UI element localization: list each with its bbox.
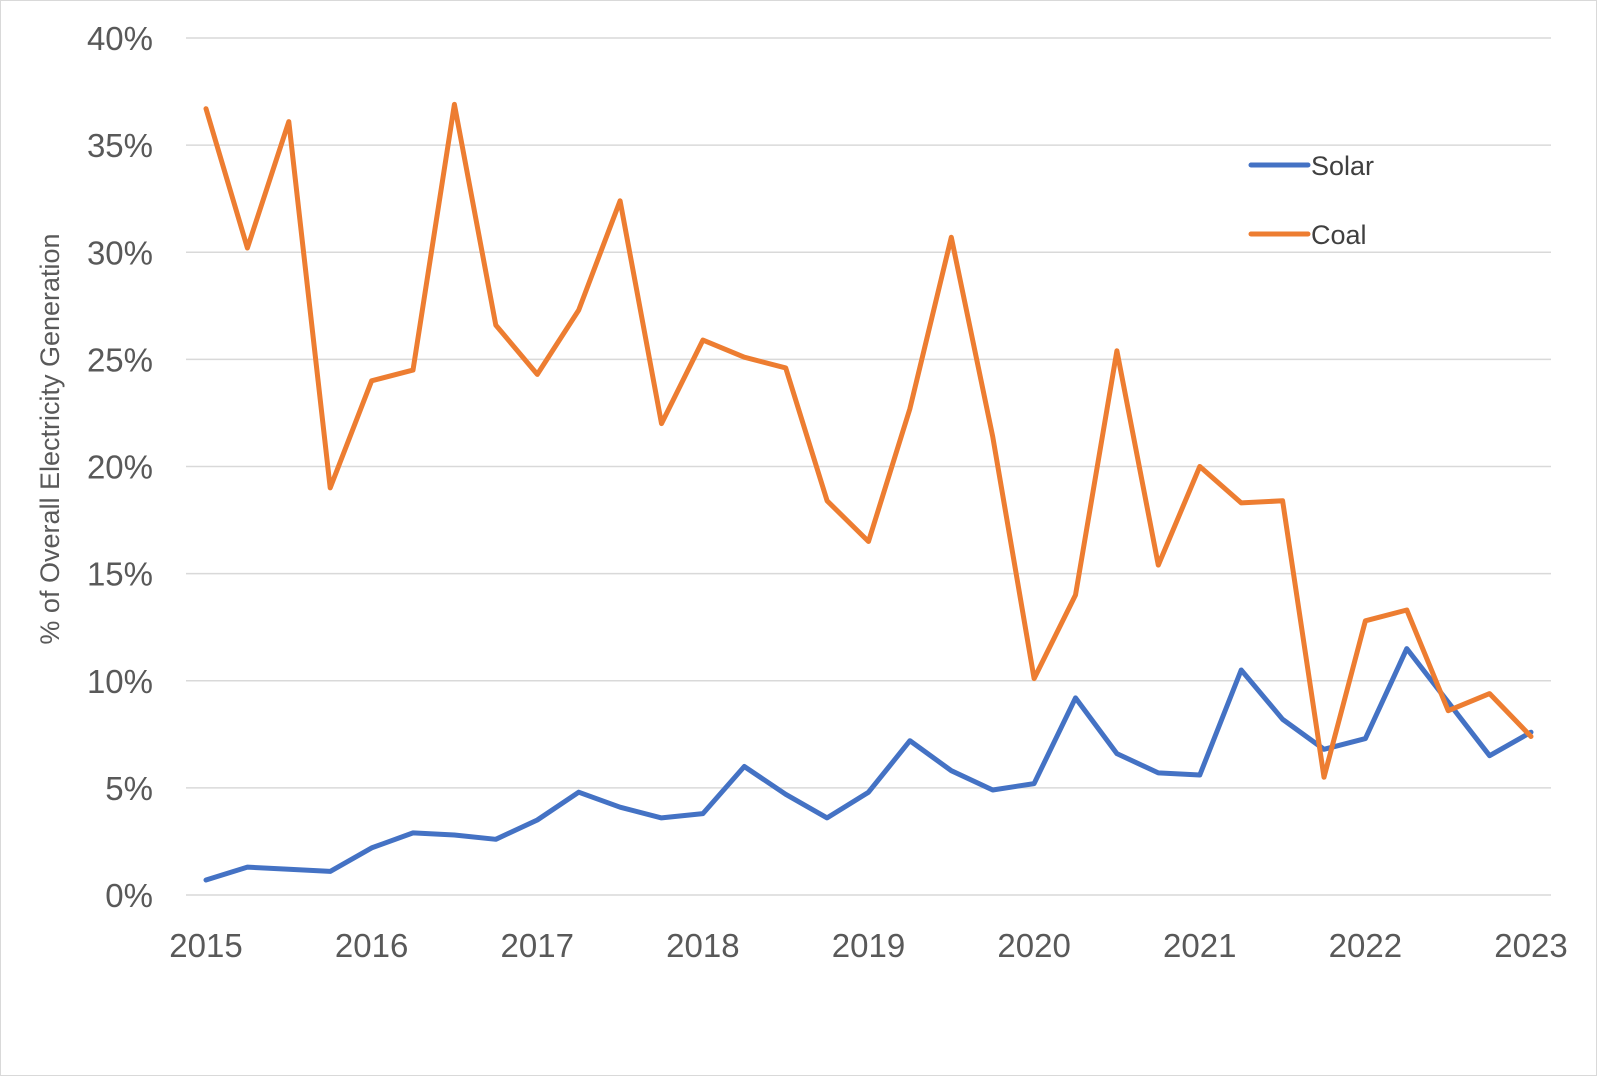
legend-label-solar: Solar <box>1311 151 1374 181</box>
y-axis-title: % of Overall Electricity Generation <box>35 233 65 644</box>
x-axis-tick-labels: 2015 2016 2017 2018 2019 2020 2021 2022 2023 <box>169 927 1567 964</box>
x-tick-label: 2022 <box>1329 927 1402 964</box>
x-tick-label: 2018 <box>666 927 739 964</box>
y-tick-label: 40% <box>87 20 153 57</box>
y-tick-label: 15% <box>87 556 153 593</box>
series-line-coal <box>203 101 1534 780</box>
x-tick-label: 2019 <box>832 927 905 964</box>
x-tick-label: 2015 <box>169 927 242 964</box>
y-tick-label: 5% <box>105 770 153 807</box>
y-tick-label: 0% <box>105 877 153 914</box>
x-tick-label: 2021 <box>1163 927 1236 964</box>
series-line-solar <box>203 646 1534 883</box>
x-tick-label: 2023 <box>1494 927 1567 964</box>
y-tick-label: 20% <box>87 449 153 486</box>
y-axis-tick-labels: 0% 5% 10% 15% 20% 25% 30% 35% 40% <box>87 20 153 914</box>
x-tick-label: 2016 <box>335 927 408 964</box>
x-tick-label: 2017 <box>501 927 574 964</box>
legend-label-coal: Coal <box>1311 220 1367 250</box>
x-tick-label: 2020 <box>997 927 1070 964</box>
series-lines <box>203 101 1534 883</box>
y-tick-label: 35% <box>87 127 153 164</box>
y-tick-label: 10% <box>87 663 153 700</box>
y-tick-label: 25% <box>87 341 153 378</box>
legend: Solar Coal <box>1248 151 1374 250</box>
y-tick-label: 30% <box>87 234 153 271</box>
